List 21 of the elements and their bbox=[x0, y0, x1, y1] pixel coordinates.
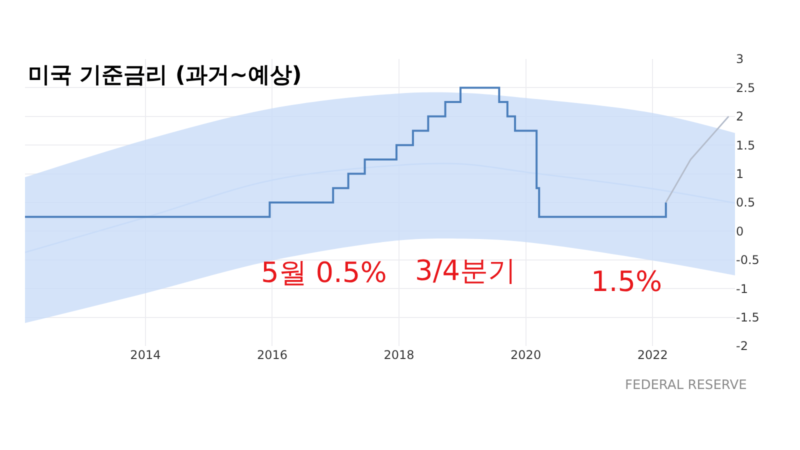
y-tick-label: 0 bbox=[736, 224, 744, 238]
y-tick-label: -2 bbox=[736, 339, 748, 354]
y-tick-label: 1.5 bbox=[736, 138, 756, 152]
y-tick-label: -0.5 bbox=[736, 253, 760, 268]
chart-title: 미국 기준금리 (과거~예상) bbox=[28, 62, 302, 88]
annotation: 1.5% bbox=[591, 265, 662, 298]
x-tick-label: 2020 bbox=[510, 348, 542, 362]
y-tick-label: 3 bbox=[736, 52, 744, 66]
x-tick-label: 2014 bbox=[130, 348, 161, 362]
y-tick-label: 2 bbox=[736, 110, 744, 124]
annotation: 5월 0.5% bbox=[261, 256, 387, 289]
annotation: 3/4분기 bbox=[415, 254, 516, 287]
y-tick-label: -1.5 bbox=[736, 310, 760, 324]
y-tick-label: 0.5 bbox=[736, 196, 756, 210]
x-tick-label: 2022 bbox=[637, 348, 668, 362]
y-tick-label: 1 bbox=[736, 167, 744, 181]
y-tick-label: -1 bbox=[736, 282, 748, 296]
x-tick-label: 2016 bbox=[256, 348, 288, 362]
x-tick-label: 2018 bbox=[384, 348, 414, 362]
text: FEDERAL RESERVE bbox=[625, 378, 747, 393]
y-tick-label: 2.5 bbox=[736, 80, 756, 95]
